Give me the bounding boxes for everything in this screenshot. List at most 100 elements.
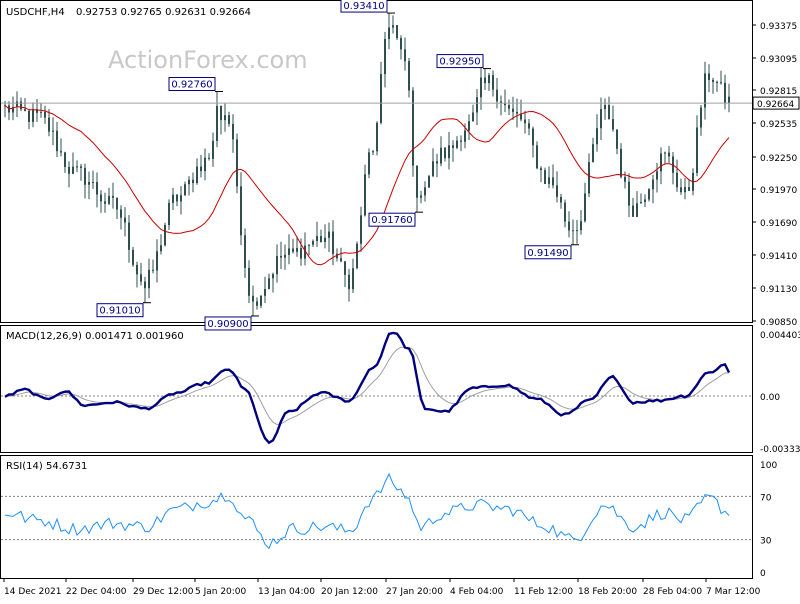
- candle-body: [456, 140, 458, 148]
- candle-body: [24, 109, 26, 111]
- candle-body: [416, 165, 418, 198]
- candle-body: [492, 75, 494, 90]
- candle-body: [200, 166, 202, 172]
- candle-body: [596, 128, 598, 145]
- candle-body: [712, 79, 714, 82]
- candle-body: [376, 122, 378, 152]
- candle-body: [332, 231, 334, 254]
- rsi-line: [4, 472, 730, 550]
- candle-body: [324, 237, 326, 242]
- macd-line: [4, 331, 731, 445]
- candle-body: [676, 172, 678, 188]
- candle-body: [116, 197, 118, 210]
- candle-body: [92, 181, 94, 183]
- candle-body: [556, 185, 558, 197]
- candle-body: [220, 105, 222, 121]
- candle-body: [124, 217, 126, 223]
- candle-body: [396, 25, 398, 39]
- candle-body: [652, 179, 654, 190]
- candle-body: [384, 39, 386, 75]
- candle-body: [268, 278, 270, 290]
- candle-body: [536, 145, 538, 169]
- candle-body: [620, 148, 622, 177]
- candle-body: [588, 162, 590, 194]
- candle-body: [44, 111, 46, 118]
- candle-body: [212, 140, 214, 159]
- candle-body: [292, 248, 294, 252]
- price-tick-label: 0.91410: [760, 252, 797, 262]
- candle-body: [504, 103, 506, 106]
- candle-body: [472, 112, 474, 122]
- candle-body: [604, 105, 606, 110]
- price-tick-label: 0.93095: [760, 55, 797, 65]
- annotation-label: 0.91010: [99, 306, 140, 317]
- rsi-label: RSI(14) 54.6731: [6, 461, 87, 472]
- candle-body: [724, 82, 726, 104]
- candle-body: [228, 115, 230, 124]
- candle-body: [688, 187, 690, 191]
- candle-body: [392, 25, 394, 28]
- candle-body: [636, 203, 638, 217]
- candle-body: [96, 182, 98, 195]
- candle-body: [112, 195, 114, 198]
- annotation-box: [340, 0, 388, 13]
- candle-body: [440, 147, 442, 164]
- candle-body: [500, 101, 502, 104]
- macd-panel: [1, 331, 752, 445]
- candle-body: [136, 264, 138, 275]
- header-ohlc: 0.92753 0.92765 0.92631 0.92664: [76, 7, 251, 18]
- candle-body: [648, 189, 650, 200]
- rsi-panel: [1, 472, 752, 550]
- candle-body: [336, 253, 338, 259]
- candle-body: [48, 117, 50, 132]
- candle-body: [364, 174, 366, 216]
- candle-body: [188, 179, 190, 185]
- axes: 0.93375 0.93095 0.92815 0.92535 0.92250 0.919…: [3, 22, 800, 597]
- candle-body: [204, 157, 206, 172]
- candle-body: [80, 166, 82, 168]
- annotation-label: 0.91490: [527, 248, 568, 259]
- annotation-label: 0.90900: [207, 319, 248, 330]
- candle-body: [192, 179, 194, 184]
- candle-body: [488, 75, 490, 84]
- candle-body: [60, 151, 62, 153]
- candle-body: [312, 241, 314, 245]
- candle-body: [408, 61, 410, 91]
- candle-body: [232, 123, 234, 140]
- candle-body: [520, 113, 522, 120]
- candle-body: [664, 152, 666, 154]
- candle-body: [128, 222, 130, 250]
- candle-body: [476, 97, 478, 113]
- price-tick-label: 0.91690: [760, 219, 797, 229]
- candle-body: [716, 81, 718, 83]
- candle-body: [256, 301, 258, 306]
- candle-body: [32, 109, 34, 122]
- x-tick-label: 22 Dec 04:00: [66, 587, 127, 597]
- candle-body: [68, 167, 70, 174]
- candle-body: [64, 152, 66, 168]
- candle-body: [480, 77, 482, 98]
- candle-body: [508, 105, 510, 109]
- candle-body: [300, 248, 302, 259]
- candle-body: [296, 248, 298, 252]
- candle-body: [280, 255, 282, 258]
- price-tick-label: 0.90850: [760, 318, 797, 328]
- rsi-tick-label: 100: [760, 461, 777, 471]
- candle-body: [704, 73, 706, 108]
- candle-body: [340, 258, 342, 262]
- candle-body: [76, 166, 78, 168]
- candle-body: [140, 274, 142, 282]
- candle-body: [52, 130, 54, 132]
- candle-body: [72, 166, 74, 174]
- candle-body: [696, 127, 698, 173]
- price-tick-label: 0.91970: [760, 186, 797, 196]
- candle-body: [108, 195, 110, 204]
- candle-body: [216, 105, 218, 141]
- candle-body: [512, 108, 514, 112]
- candle-body: [276, 255, 278, 275]
- candle-body: [56, 130, 58, 152]
- candle-body: [160, 245, 162, 252]
- candle-body: [460, 140, 462, 142]
- candle-body: [88, 181, 90, 185]
- candle-body: [448, 145, 450, 159]
